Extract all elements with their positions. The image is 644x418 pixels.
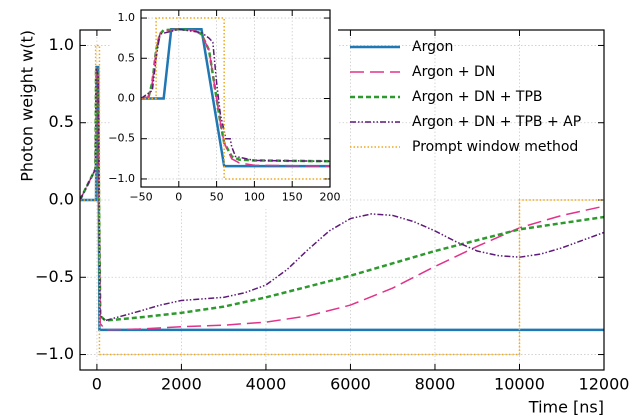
- line-series: [141, 28, 330, 167]
- y-tick-label: −0.5: [108, 132, 135, 145]
- x-tick-label: −50: [129, 190, 152, 203]
- x-tick-label: 10000: [494, 375, 545, 394]
- legend-label: Prompt window method: [412, 139, 578, 155]
- y-tick-label: 0.0: [49, 190, 74, 209]
- y-tick-label: 0.5: [118, 51, 136, 64]
- legend-label: Argon + DN + TPB: [412, 89, 543, 105]
- plot-frame: [79, 29, 605, 371]
- x-tick-label: 150: [282, 190, 303, 203]
- x-axis-label: Time [ns]: [528, 398, 604, 417]
- x-tick-label: 8000: [415, 375, 456, 394]
- line-series: [80, 68, 604, 322]
- main-plot: 0 2000 4000 6000 8000 10000 12000−1.0−0.50.00.…: [18, 29, 630, 417]
- y-tick-label: 0.5: [49, 112, 74, 131]
- line-series: [80, 68, 604, 322]
- x-tick-label: 0: [92, 375, 102, 394]
- legend-label: Argon + DN + TPB + AP: [412, 114, 581, 130]
- legend-label: Argon: [412, 39, 453, 55]
- line-series: [141, 28, 330, 168]
- inset: −50 0 50 100 150 200 −1.0 −0.5 0.0 0.5 1.0: [108, 4, 341, 209]
- x-tick-label: 50: [210, 190, 224, 203]
- y-tick-label: −0.5: [35, 267, 74, 286]
- y-tick-label: −1.0: [108, 172, 135, 185]
- legend-label: Argon + DN: [412, 64, 495, 80]
- series-layer: [141, 17, 330, 180]
- y-tick-label: 0.0: [118, 92, 136, 105]
- x-tick-label: 12000: [579, 375, 630, 394]
- line-series: [141, 17, 330, 180]
- x-tick-label: 200: [320, 190, 341, 203]
- y-tick-label: 1.0: [118, 11, 136, 24]
- x-tick-label: 4000: [246, 375, 287, 394]
- x-tick-label: 100: [244, 190, 265, 203]
- x-tick-label: 2000: [161, 375, 202, 394]
- y-tick-label: 1.0: [49, 35, 74, 54]
- series-layer: [80, 44, 604, 356]
- line-series: [80, 68, 604, 331]
- line-series: [141, 28, 330, 162]
- plot-frame: [140, 9, 331, 188]
- x-tick-label: 6000: [330, 375, 371, 394]
- x-tick-label: 0: [175, 190, 182, 203]
- y-axis-label: Photon weight w(t): [18, 30, 37, 182]
- line-series: [80, 65, 604, 332]
- y-tick-label: −1.0: [35, 344, 74, 363]
